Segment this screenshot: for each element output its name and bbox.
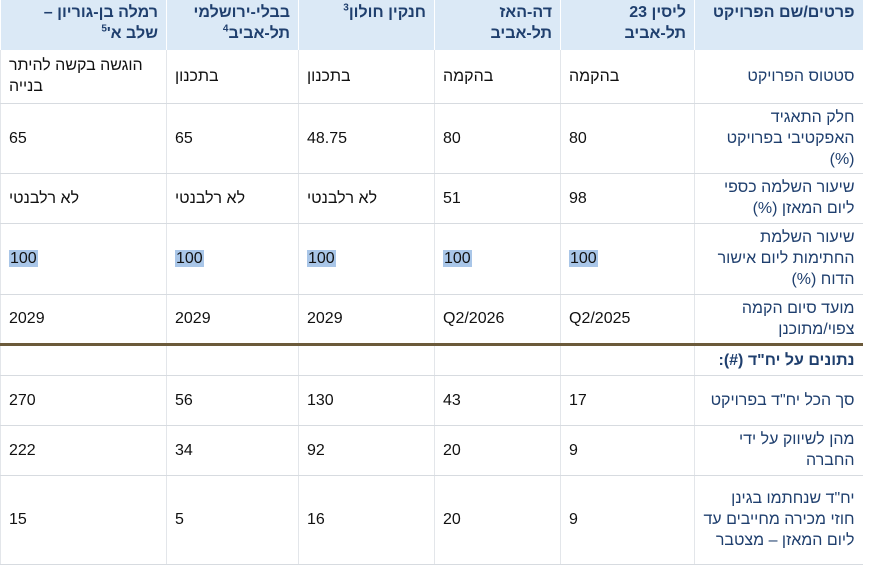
table-cell: 9 bbox=[560, 475, 695, 565]
table-cell: 2029 bbox=[0, 294, 167, 346]
table-cell: 20 bbox=[434, 475, 561, 565]
table-row: סטטוס הפרויקט בהקמה בהקמה בתכנון בתכנון … bbox=[0, 50, 863, 104]
highlighted-value: 100 bbox=[443, 250, 472, 267]
empty-cell bbox=[434, 344, 561, 376]
row-label: שיעור השלמה כספי ליום המאזן (%) bbox=[694, 173, 863, 224]
row-label: מהן לשיווק על ידי החברה bbox=[694, 425, 863, 476]
table-cell: 222 bbox=[0, 425, 167, 476]
header-ramla: רמלה בן-גוריון – שלב א'5 bbox=[0, 0, 167, 50]
table-cell: בהקמה bbox=[434, 50, 561, 104]
table-cell: Q2/2026 bbox=[434, 294, 561, 346]
header-lisin: ליסין 23 תל-אביב bbox=[560, 0, 695, 50]
table-cell: 2029 bbox=[166, 294, 299, 346]
empty-cell bbox=[298, 344, 435, 376]
row-label: מועד סיום הקמה צפוי/מתוכנן bbox=[694, 294, 863, 346]
table-cell: בתכנון bbox=[166, 50, 299, 104]
table-cell: 98 bbox=[560, 173, 695, 224]
table-cell: 20 bbox=[434, 425, 561, 476]
table-cell: הוגשה בקשה להיתר בנייה bbox=[0, 50, 167, 104]
empty-cell bbox=[0, 344, 167, 376]
table-cell: בתכנון bbox=[298, 50, 435, 104]
highlighted-value: 100 bbox=[569, 250, 598, 267]
table-cell: 17 bbox=[560, 375, 695, 426]
row-label: יח"ד שנחתמו בגינן חוזי מכירה מחייבים עד … bbox=[694, 475, 863, 565]
table-row: מהן לשיווק על ידי החברה 9 20 92 34 222 bbox=[0, 425, 863, 476]
table-row: חלק התאגיד האפקטיבי בפרויקט (%) 80 80 48… bbox=[0, 103, 863, 174]
section-row: נתונים על יח"ד (#): bbox=[0, 344, 863, 376]
table-row: מועד סיום הקמה צפוי/מתוכנן Q2/2025 Q2/20… bbox=[0, 294, 863, 346]
section-title: נתונים על יח"ד (#): bbox=[694, 344, 863, 376]
table-cell: 100 bbox=[434, 223, 561, 295]
table-cell: Q2/2025 bbox=[560, 294, 695, 346]
row-label: סך הכל יח"ד בפרויקט bbox=[694, 375, 863, 426]
table-cell: 48.75 bbox=[298, 103, 435, 174]
row-label: סטטוס הפרויקט bbox=[694, 50, 863, 104]
table-cell: 2029 bbox=[298, 294, 435, 346]
table-cell: לא רלבנטי bbox=[298, 173, 435, 224]
table-cell: לא רלבנטי bbox=[0, 173, 167, 224]
table-cell: 270 bbox=[0, 375, 167, 426]
table-cell: 43 bbox=[434, 375, 561, 426]
table-cell: 34 bbox=[166, 425, 299, 476]
highlighted-value: 100 bbox=[9, 250, 38, 267]
table-cell: 80 bbox=[434, 103, 561, 174]
empty-cell bbox=[560, 344, 695, 376]
header-project-details: פרטים/שם הפרויקט bbox=[694, 0, 863, 50]
header-row: פרטים/שם הפרויקט ליסין 23 תל-אביב דה-האז… bbox=[0, 0, 863, 50]
table-row: שיעור השלמה כספי ליום המאזן (%) 98 51 לא… bbox=[0, 173, 863, 224]
table-cell: 5 bbox=[166, 475, 299, 565]
table-cell: 51 bbox=[434, 173, 561, 224]
table-cell: 100 bbox=[560, 223, 695, 295]
highlighted-value: 100 bbox=[175, 250, 204, 267]
table-cell: 92 bbox=[298, 425, 435, 476]
table-cell: 130 bbox=[298, 375, 435, 426]
table-cell: 9 bbox=[560, 425, 695, 476]
header-hankin: חנקין חולון3 bbox=[298, 0, 435, 50]
table-cell: לא רלבנטי bbox=[166, 173, 299, 224]
table-cell: 80 bbox=[560, 103, 695, 174]
table-cell: 56 bbox=[166, 375, 299, 426]
empty-cell bbox=[166, 344, 299, 376]
highlighted-value: 100 bbox=[307, 250, 336, 267]
table-row: סך הכל יח"ד בפרויקט 17 43 130 56 270 bbox=[0, 375, 863, 426]
table-cell: בהקמה bbox=[560, 50, 695, 104]
table-cell: 65 bbox=[166, 103, 299, 174]
table-cell: 65 bbox=[0, 103, 167, 174]
table-cell: 100 bbox=[166, 223, 299, 295]
table-cell: 16 bbox=[298, 475, 435, 565]
table-cell: 100 bbox=[298, 223, 435, 295]
table-row: שיעור השלמת החתימות ליום אישור הדוח (%) … bbox=[0, 223, 863, 295]
header-dehaas: דה-האז תל-אביב bbox=[434, 0, 561, 50]
row-label: חלק התאגיד האפקטיבי בפרויקט (%) bbox=[694, 103, 863, 174]
header-bavli: בבלי-ירושלמי תל-אביב4 bbox=[166, 0, 299, 50]
table-cell: 15 bbox=[0, 475, 167, 565]
table-row: יח"ד שנחתמו בגינן חוזי מכירה מחייבים עד … bbox=[0, 475, 863, 565]
table-cell: 100 bbox=[0, 223, 167, 295]
row-label: שיעור השלמת החתימות ליום אישור הדוח (%) bbox=[694, 223, 863, 295]
